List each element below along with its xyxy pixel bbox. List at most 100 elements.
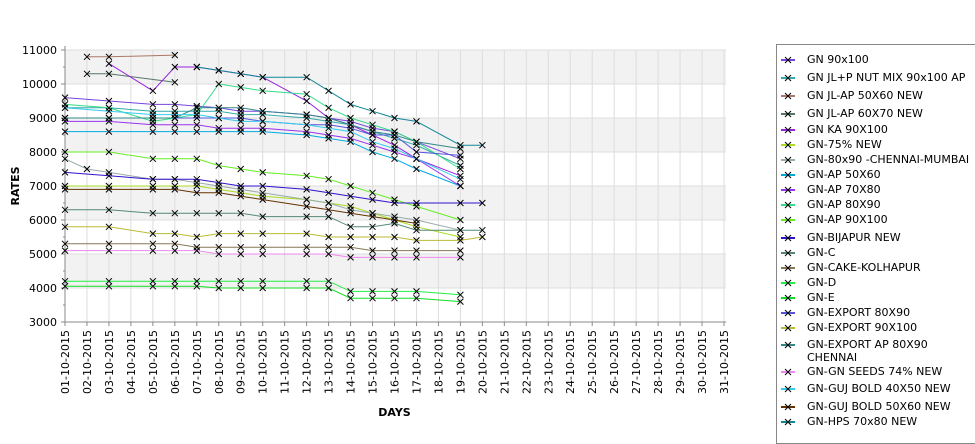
data-point (479, 199, 486, 207)
legend-item[interactable]: GN-D (781, 276, 975, 289)
data-point (259, 124, 267, 132)
data-point (303, 196, 310, 203)
data-point (391, 199, 398, 207)
data-point (61, 148, 69, 156)
legend-item[interactable]: GN-EXPORT AP 80X90 CHENNAI (781, 338, 975, 364)
legend-item[interactable]: GN JL+P NUT MIX 90x100 AP (781, 71, 975, 84)
data-point (347, 209, 354, 217)
legend-item[interactable]: GN-GUJ BOLD 40X50 NEW (781, 382, 975, 395)
data-point (347, 135, 354, 142)
data-point (237, 104, 245, 112)
legend-item[interactable]: GN KA 90X100 (781, 123, 975, 136)
data-point (325, 233, 332, 241)
data-point (325, 189, 332, 197)
x-tick-label: 26-10-2015 (608, 330, 621, 394)
data-point (347, 223, 354, 231)
legend-item[interactable]: GN-AP 90X100 (781, 213, 975, 226)
data-point (237, 182, 245, 190)
data-point (391, 216, 398, 224)
data-point (325, 199, 332, 207)
data-point (259, 213, 267, 220)
legend-marker-icon (781, 306, 795, 319)
data-point (105, 107, 113, 115)
data-point (215, 67, 223, 74)
y-tick-label: 5000 (29, 248, 57, 261)
legend-item[interactable]: GN-E (781, 291, 975, 304)
legend-item[interactable]: GN-HPS 70x80 NEW (781, 415, 975, 428)
legend-label: GN JL-AP 50X60 NEW (807, 89, 923, 102)
y-tick-label: 9000 (29, 112, 57, 125)
legend-item[interactable]: GN-GUJ BOLD 50X60 NEW (781, 400, 975, 413)
data-point (105, 53, 113, 61)
legend-marker-icon (781, 321, 795, 334)
y-tick-label: 4000 (29, 282, 57, 295)
legend-item[interactable]: GN-EXPORT 90X100 (781, 321, 975, 334)
data-point (413, 288, 420, 295)
data-point (171, 186, 179, 193)
legend-marker-icon (781, 168, 795, 181)
legend-label: GN-C (807, 246, 836, 259)
data-point (391, 254, 398, 261)
legend-item[interactable]: GN 90x100 (781, 53, 975, 66)
series-line (64, 171, 483, 204)
data-point (259, 182, 267, 190)
legend-marker-icon (781, 338, 795, 351)
data-point (193, 111, 201, 118)
data-point (259, 230, 267, 237)
data-point (171, 121, 179, 129)
data-point (325, 243, 332, 251)
legend-item[interactable]: GN JL-AP 60X70 NEW (781, 107, 975, 120)
legend-item[interactable]: GN-CAKE-KOLHAPUR (781, 261, 975, 274)
data-point (303, 203, 310, 210)
data-point (83, 165, 91, 173)
data-point (149, 155, 157, 163)
legend-item[interactable]: GN-80x90 -CHENNAI-MUMBAI (781, 153, 975, 166)
x-tick-label: 13-10-2015 (323, 330, 336, 394)
data-point (83, 53, 91, 61)
data-point (149, 240, 157, 248)
legend-item[interactable]: GN-AP 80X90 (781, 198, 975, 211)
x-tick-label: 16-10-2015 (389, 330, 402, 394)
x-tick-label: 05-10-2015 (147, 330, 160, 394)
legend-marker-icon (781, 138, 795, 151)
data-point (171, 175, 179, 183)
y-axis-label: RATES (9, 166, 22, 205)
data-point (215, 162, 223, 169)
legend-item[interactable]: GN JL-AP 50X60 NEW (781, 89, 975, 102)
x-tick-label: 27-10-2015 (630, 330, 643, 394)
legend-item[interactable]: GN-AP 70X80 (781, 183, 975, 196)
data-point (303, 213, 310, 220)
data-point (237, 192, 245, 200)
legend-item[interactable]: GN-AP 50X60 (781, 168, 975, 181)
data-point (61, 247, 69, 254)
legend-item[interactable]: GN-C (781, 246, 975, 259)
data-point (61, 104, 69, 112)
data-point (215, 179, 223, 186)
data-point (325, 206, 332, 214)
data-point (259, 284, 267, 292)
legend-item[interactable]: GN-GN SEEDS 74% NEW (781, 365, 975, 378)
x-tick-label: 23-10-2015 (542, 330, 555, 394)
legend-item[interactable]: GN-BIJAPUR NEW (781, 231, 975, 244)
legend-marker-icon (781, 246, 795, 259)
x-tick-label: 15-10-2015 (367, 330, 380, 394)
data-point (391, 114, 398, 122)
legend-label: GN-BIJAPUR NEW (807, 231, 901, 244)
legend-item[interactable]: GN-EXPORT 80X90 (781, 306, 975, 319)
data-point (413, 254, 420, 261)
data-point (457, 226, 464, 234)
data-point (347, 192, 354, 200)
data-point (303, 230, 310, 237)
data-point (149, 175, 157, 183)
data-point (391, 233, 398, 241)
data-point (61, 186, 69, 193)
data-point (215, 209, 223, 217)
legend-item[interactable]: GN-75% NEW (781, 138, 975, 151)
data-point (457, 237, 464, 244)
data-point (149, 247, 157, 254)
data-point (457, 291, 464, 299)
data-point (193, 104, 201, 112)
data-point (149, 128, 157, 135)
data-point (413, 199, 420, 207)
x-tick-label: 09-10-2015 (235, 330, 248, 394)
